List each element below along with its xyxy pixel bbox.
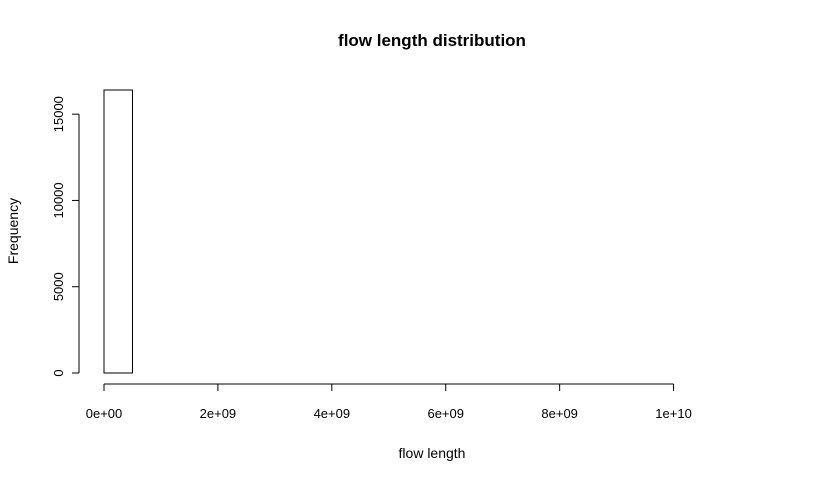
x-axis-label: flow length bbox=[399, 445, 466, 461]
x-tick-label-5: 1e+10 bbox=[655, 406, 692, 421]
histogram-bars bbox=[103, 89, 133, 374]
y-axis-label: Frequency bbox=[5, 198, 21, 264]
y-tick-label-0: 0 bbox=[51, 369, 66, 376]
y-tick-label-1: 5000 bbox=[51, 272, 66, 301]
x-tick-label-2: 4e+09 bbox=[314, 406, 351, 421]
x-axis: 0e+00 2e+09 4e+09 6e+09 8e+09 1e+10 bbox=[86, 383, 692, 421]
x-tick-label-4: 8e+09 bbox=[541, 406, 578, 421]
histogram-bar-0 bbox=[103, 89, 133, 374]
y-tick-label-3: 15000 bbox=[51, 96, 66, 132]
x-tick-label-3: 6e+09 bbox=[427, 406, 464, 421]
y-tick-label-2: 10000 bbox=[51, 182, 66, 218]
x-tick-label-1: 2e+09 bbox=[200, 406, 237, 421]
y-axis: 0 5000 10000 15000 bbox=[51, 96, 80, 377]
chart-title: flow length distribution bbox=[338, 31, 526, 50]
x-tick-label-0: 0e+00 bbox=[86, 406, 123, 421]
